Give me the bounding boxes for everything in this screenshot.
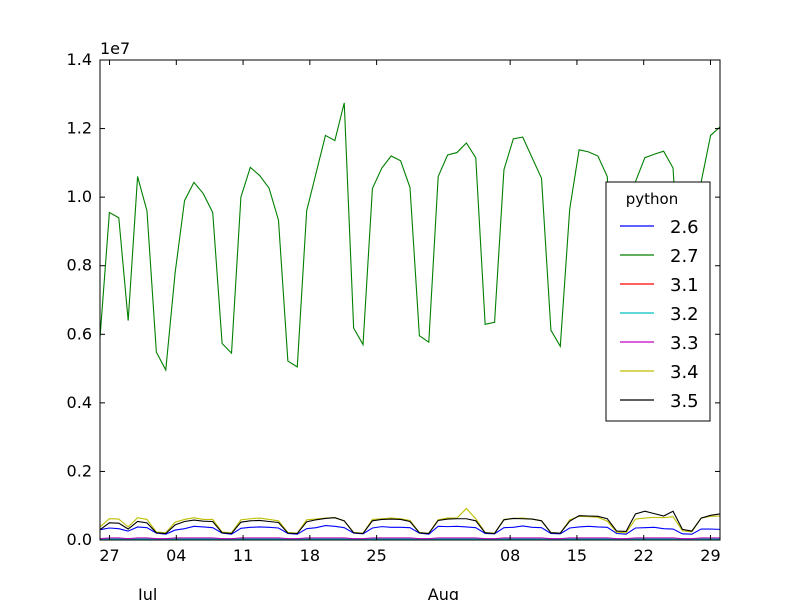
y-tick-label: 0.6 [67,324,92,343]
legend-label-3.5: 3.5 [670,391,699,412]
legend-label-2.6: 2.6 [670,217,699,238]
y-tick-label: 0.8 [67,256,92,275]
plot-frame [99,59,721,541]
series-line-3.4 [99,507,721,534]
legend-items: 2.6 2.7 3.1 3.2 3.3 3.4 3.5 [620,217,699,412]
y-tick-label: 0.4 [67,393,92,412]
legend-label-3.3: 3.3 [670,333,699,354]
legend-label-3.1: 3.1 [670,275,699,296]
x-tick-label: 15 [567,546,587,565]
x-month-label: Aug [428,585,459,600]
legend-box [605,181,711,422]
x-tick-label: 27 [99,546,119,565]
series-line-3.5 [99,510,721,535]
y-tick-label: 1.4 [67,50,92,69]
y-tick-label: 0.0 [67,530,92,549]
series-line-3.3 [99,537,720,540]
x-tick-label: 04 [166,546,186,565]
legend-label-3.4: 3.4 [670,362,699,383]
x-month-label: Jul [137,585,157,600]
legend: python 2.6 2.7 3.1 3.2 3.3 3.4 3.5 [605,181,711,422]
y-axis-exponent: 1e7 [100,39,130,58]
legend-label-3.2: 3.2 [670,304,699,325]
series-lines [99,102,721,540]
x-tick-label: 22 [634,546,654,565]
y-tick-label: 0.2 [67,461,92,480]
x-tick-label: 25 [366,546,386,565]
x-tick-label: 08 [500,546,520,565]
legend-label-2.7: 2.7 [670,246,699,267]
y-tick-label: 1.2 [67,119,92,138]
y-tick-label: 1.0 [67,187,92,206]
legend-title: python [626,190,678,208]
x-tick-label: 29 [700,546,720,565]
series-line-2.6 [99,525,721,535]
axis-ticks: 0.0 0.2 0.4 0.6 0.8 1.0 1.2 1.4 27 04 11 18 25 08 15 22… [67,50,721,600]
x-tick-label: 18 [300,546,320,565]
x-tick-label: 11 [233,546,253,565]
